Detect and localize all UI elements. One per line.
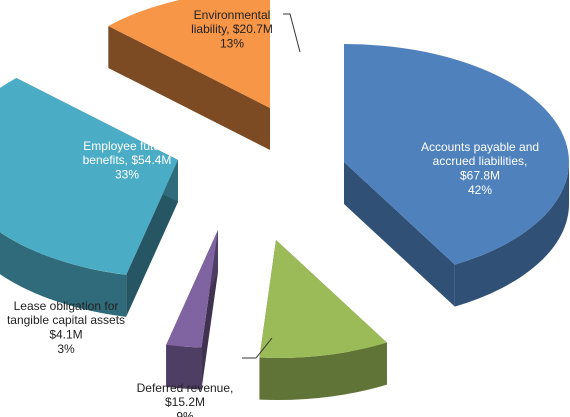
slice-label-line: tangible capital assets [7,313,125,327]
slice-label-line: 3% [57,342,75,356]
leader-line [283,13,301,53]
slice-labels: Accounts payable and accrued liabilities,… [7,8,539,417]
slice-rim [0,232,127,317]
slice-label-line: accrued liabilities, [433,154,528,168]
pie-slice-employee-future-benefits [0,77,178,275]
pie-slice-environmental-liability [108,0,270,108]
slice-rim [166,344,202,390]
slice-label-line: 9% [176,410,194,417]
slice-side-0 [344,162,569,307]
slice-label: Deferred revenue, $15.2M 9% [137,381,234,417]
pie-slice-deferred-revenue [259,240,387,359]
slice-label-line: Lease obligation for [14,299,119,313]
slice-label: Employee future benefits, $54.4M 33% [83,139,172,182]
slice-label-line: 33% [115,168,139,182]
leader-line [242,337,273,359]
slice-label-line: Accounts payable and [421,140,539,154]
slice-label: Accounts payable and accrued liabilities,… [421,140,539,197]
pie-slice-accounts-payable-and-accrued-liabilities [344,44,569,265]
slice-label-line: liability, $20.7M [191,22,273,36]
slice-label-line: Employee future [83,139,171,153]
slice-wall [126,160,178,317]
slice-label-line: 42% [468,183,492,197]
slice-label-line: Deferred revenue, [137,381,234,395]
slice-label-line: benefits, $54.4M [83,153,172,167]
slice-rim [454,162,569,307]
slice-label-line: $67.8M [460,169,500,183]
pie-slice-lease-obligation-for-tangible-capital-assets [166,230,218,348]
slice-rim [259,342,387,400]
slice-label-line: $15.2M [165,395,205,409]
slice-label-line: $4.1M [49,328,82,342]
slice-wall [344,162,455,307]
slice-wall [108,25,271,151]
pie-slice-tops [0,0,569,359]
slice-label: Environmental liability, $20.7M 13% [191,8,273,51]
slice-side-4 [108,25,271,151]
label-leader-lines [242,13,301,359]
slice-label: Lease obligation for tangible capital ass… [7,299,125,356]
slice-label-line: Environmental [194,8,271,22]
slice-label-line: 13% [220,37,244,51]
